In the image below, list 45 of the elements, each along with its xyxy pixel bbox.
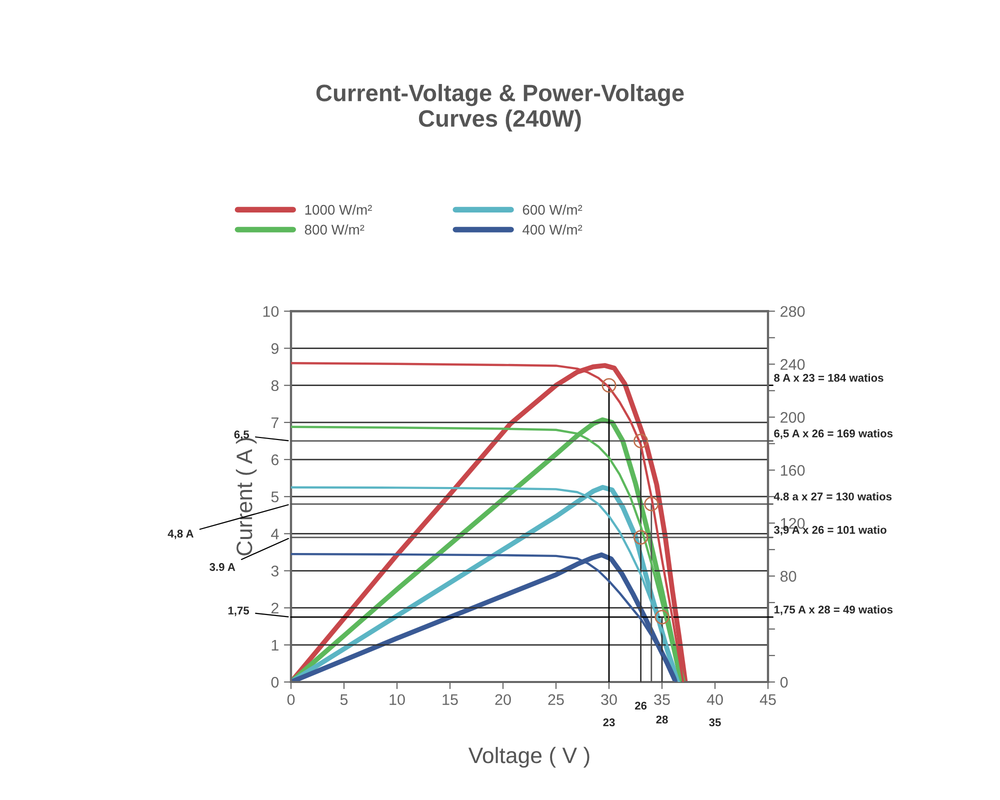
text: 26 <box>635 702 647 710</box>
x-tick-label: 25 <box>548 694 564 706</box>
y2-tick-label: 240 <box>780 359 805 370</box>
y-tick-label: 10 <box>263 306 279 317</box>
y-tick-label: 2 <box>271 602 278 614</box>
legend-label: 800 W/m² <box>304 224 364 235</box>
x-tick-label: 10 <box>390 694 405 706</box>
y-axis-title: Current ( A ) <box>236 438 257 556</box>
x-tick-label: 5 <box>340 694 348 706</box>
y-tick-label: 0 <box>271 676 279 688</box>
y2-tick-label: 160 <box>780 464 805 476</box>
x-tick-label: 40 <box>706 694 723 706</box>
y2-tick-label: 0 <box>780 676 788 688</box>
chart-title: Current-Voltage & Power-Voltage Curves (240W) <box>316 84 684 132</box>
y-tick-label: 7 <box>271 417 278 428</box>
x-tick-label: 0 <box>287 694 295 706</box>
y-tick-label: 4 <box>271 528 279 540</box>
y-tick-label: 3 <box>271 566 279 576</box>
legend-label: 1000 W/m² <box>305 204 372 215</box>
x-tick-label: 45 <box>760 694 776 706</box>
legend-label: 600 W/m² <box>522 204 582 215</box>
y-tick-label: 5 <box>271 492 279 502</box>
text: 8 A x 23 = 184 watios <box>774 374 884 382</box>
x-axis-title: Voltage ( V ) <box>468 746 590 768</box>
legend-label: 400 W/m² <box>522 224 582 235</box>
x-tick-label: 20 <box>495 694 511 706</box>
y-tick-label: 8 <box>271 380 279 392</box>
y2-tick-label: 280 <box>780 306 805 317</box>
x-tick-label: 15 <box>442 694 458 706</box>
y-tick-label: 6 <box>271 454 279 466</box>
x-tick-label: 30 <box>601 694 617 706</box>
y-tick-label: 1 <box>272 640 278 650</box>
ref-line-label: 1,75 A x 28 = 49 watios <box>774 605 893 616</box>
ref-line-label: 4.8 a x 27 = 130 watios <box>774 492 892 500</box>
x-tick-label: 35 <box>654 694 670 706</box>
y2-tick-label: 80 <box>780 570 796 582</box>
text: 35 <box>709 718 721 726</box>
text: 3.9 A <box>210 563 236 571</box>
text: 23 <box>603 718 615 726</box>
text: 28 <box>656 716 668 724</box>
y-tick-label: 9 <box>271 343 278 354</box>
text: 1,75 <box>228 606 250 616</box>
y2-tick-label: 200 <box>780 412 805 423</box>
text: 4,8 A <box>168 530 194 540</box>
ref-line-label: 6,5 A x 26 = 169 watios <box>774 429 893 440</box>
